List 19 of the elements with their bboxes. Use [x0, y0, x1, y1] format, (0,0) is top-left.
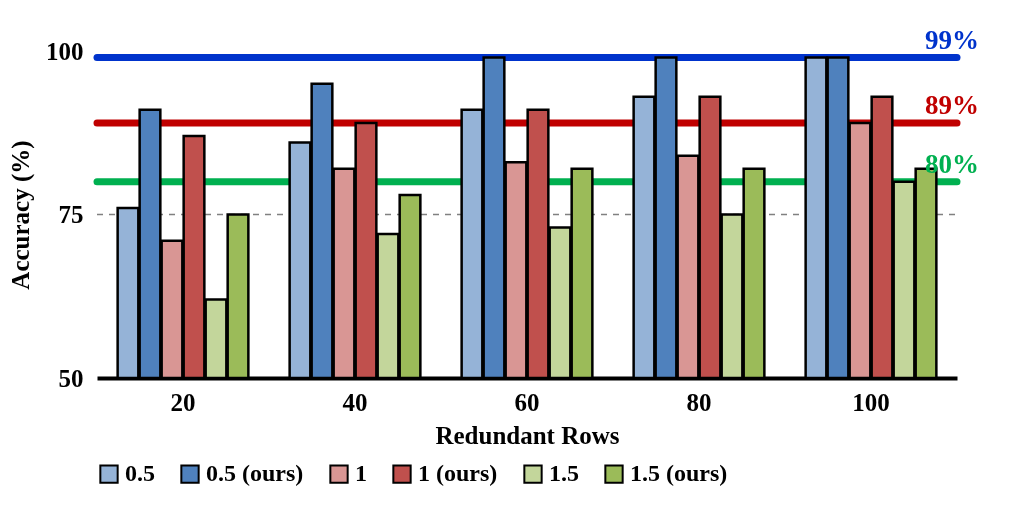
legend-label: 1 — [355, 460, 367, 487]
legend-label: 1.5 — [549, 460, 579, 487]
x-tick-label: 40 — [342, 388, 368, 416]
x-tick-label: 100 — [852, 388, 890, 416]
x-tick-label: 20 — [170, 388, 196, 416]
ref-line-label: 80% — [925, 148, 979, 179]
ref-line-label: 89% — [925, 89, 979, 120]
y-tick-label: 50 — [58, 364, 84, 392]
y-axis-title: Accuracy (%) — [7, 140, 35, 290]
x-tick-label: 60 — [514, 388, 540, 416]
y-tick-label: 100 — [46, 37, 84, 65]
legend-label: 0.5 (ours) — [206, 460, 304, 487]
x-axis-title: Redundant Rows — [435, 421, 620, 449]
y-tick-label: 75 — [58, 201, 84, 228]
ref-line-label: 99% — [925, 24, 979, 55]
legend-label: 1 (ours) — [418, 460, 498, 487]
x-tick-label: 80 — [686, 388, 712, 416]
legend-label: 1.5 (ours) — [630, 460, 728, 487]
legend-label: 0.5 — [125, 460, 155, 487]
